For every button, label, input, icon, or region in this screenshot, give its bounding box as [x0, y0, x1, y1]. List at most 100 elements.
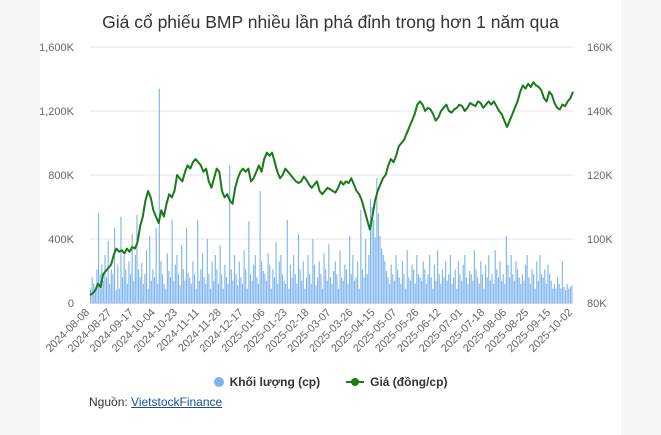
volume-bar [118, 288, 120, 303]
volume-bar [427, 274, 429, 303]
volume-bar [134, 255, 136, 303]
volume-bar [545, 283, 547, 303]
volume-bar [414, 283, 416, 303]
volume-bar [513, 280, 515, 303]
volume-bar [341, 277, 343, 303]
volume-bar [365, 239, 367, 303]
volume-bar [181, 245, 183, 303]
volume-bar [144, 274, 146, 303]
volume-bar [521, 274, 523, 303]
volume-bar [531, 269, 533, 303]
volume-bar [203, 277, 205, 303]
volume-bar [400, 283, 402, 303]
volume-bar [357, 261, 359, 303]
volume-bar [318, 261, 320, 303]
volume-bar [105, 277, 108, 303]
legend-item-price[interactable]: Giá (đồng/cp) [346, 375, 447, 389]
volume-bar [91, 277, 93, 303]
y-right-tick-label: 120K [587, 170, 613, 182]
volume-bar [329, 277, 332, 303]
volume-bar [507, 264, 509, 303]
volume-bar [339, 250, 341, 303]
volume-bar [387, 277, 389, 303]
volume-bar [353, 280, 356, 303]
volume-bar [533, 274, 535, 303]
y-left-tick-label: 1,600K [39, 42, 75, 54]
legend-item-volume[interactable]: Khối lượng (cp) [213, 375, 320, 389]
volume-bar [187, 272, 189, 303]
volume-bar [441, 269, 443, 303]
volume-bar [331, 283, 333, 303]
volume-bar [107, 240, 109, 303]
volume-bar [371, 207, 373, 303]
volume-swatch-icon [213, 377, 224, 387]
volume-bar [315, 285, 317, 303]
volume-bar [251, 280, 253, 303]
volume-bar [475, 269, 477, 303]
volume-bar [491, 274, 493, 303]
volume-bar [403, 274, 405, 303]
volume-bar [349, 235, 351, 303]
volume-bar [539, 255, 541, 303]
volume-bar [214, 255, 216, 303]
volume-bar [464, 255, 466, 303]
y-right-tick-label: 80K [587, 298, 607, 310]
volume-bar [489, 280, 491, 303]
volume-bar [301, 280, 303, 303]
volume-bar [227, 283, 229, 303]
y-left-tick-label: 1,200K [39, 106, 75, 118]
volume-bar [467, 283, 469, 303]
volume-bar [563, 287, 565, 303]
volume-bar [326, 280, 328, 303]
volume-bar [120, 216, 122, 303]
volume-bar [565, 290, 567, 303]
volume-bar [453, 277, 455, 303]
volume-bar [390, 264, 392, 303]
volume-bar [461, 280, 463, 303]
volume-bar [224, 264, 226, 303]
volume-bar [355, 277, 357, 303]
volume-bar [510, 255, 512, 303]
volume-bar [549, 274, 551, 303]
volume-bar [126, 283, 128, 303]
source-link[interactable]: VietstockFinance [131, 395, 223, 409]
volume-bar [305, 277, 308, 303]
volume-bar [398, 277, 400, 303]
volume-bar [445, 261, 447, 303]
volume-bar [361, 269, 364, 303]
volume-bar [481, 274, 483, 303]
volume-bar [110, 269, 112, 303]
volume-bar [201, 253, 204, 303]
volume-bar [501, 280, 503, 303]
volume-bar [289, 264, 292, 303]
right-margin-strip [621, 0, 661, 435]
volume-bar [342, 280, 344, 303]
volume-bar [517, 269, 519, 303]
volume-bar [462, 264, 464, 303]
volume-bar [221, 274, 223, 303]
volume-bar [192, 261, 194, 303]
volume-bar [208, 274, 210, 303]
volume-bar [277, 283, 279, 303]
volume-bar [235, 274, 237, 303]
volume-bar [237, 285, 239, 303]
volume-bar [416, 255, 418, 303]
volume-bar [413, 269, 415, 303]
volume-bar [421, 280, 423, 303]
volume-bar [213, 280, 215, 303]
volume-bar [528, 277, 530, 303]
volume-bar [222, 288, 224, 303]
volume-bar [296, 283, 298, 303]
volume-bar [449, 255, 451, 303]
volume-bar [273, 277, 276, 303]
volume-bar [269, 264, 271, 303]
volume-bar [473, 250, 475, 303]
volume-bar [190, 283, 192, 303]
volume-bar [485, 264, 487, 303]
volume-bar [395, 255, 397, 303]
volume-bar [518, 277, 520, 303]
volume-bar [211, 261, 213, 303]
volume-bar [344, 264, 346, 303]
volume-bar [128, 261, 130, 303]
